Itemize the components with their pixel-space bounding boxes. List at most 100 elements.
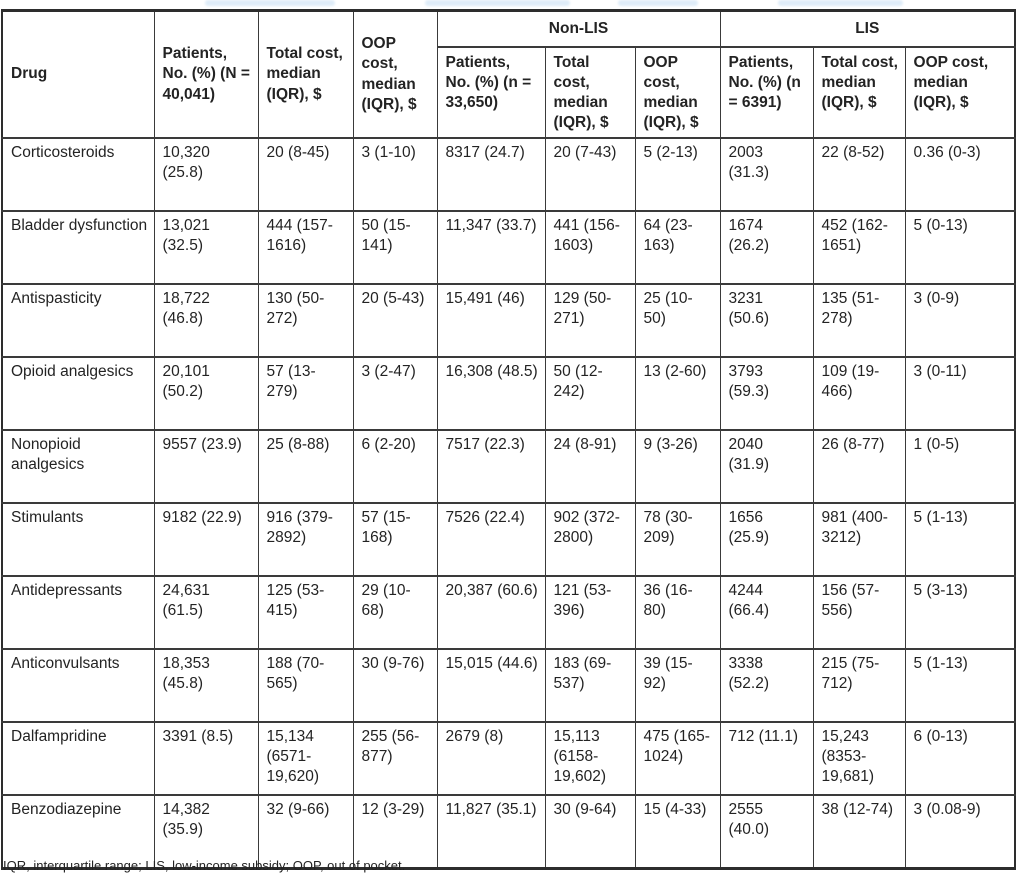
value-cell: 3338 (52.2) <box>719 648 814 723</box>
value-cell: 9557 (23.9) <box>153 429 258 504</box>
value-cell: 7517 (22.3) <box>436 429 545 504</box>
value-cell: 444 (157-1616) <box>257 210 353 285</box>
value-cell: 3 (0-9) <box>904 283 1016 358</box>
value-cell: 57 (15-168) <box>352 502 437 577</box>
value-cell: 15 (4-33) <box>634 794 721 869</box>
value-cell: 7526 (22.4) <box>436 502 545 577</box>
col-header-oop-cost-non-lis: OOP cost, median (IQR), $ <box>634 45 721 139</box>
value-cell: 25 (10-50) <box>634 283 721 358</box>
col-group-lis: LIS <box>719 10 1016 47</box>
highlight-artifact <box>425 0 570 6</box>
col-header-patients-non-lis: Patients, No. (%) (n = 33,650) <box>436 45 545 139</box>
table-footnote: IQR, interquartile range; LIS, low-incom… <box>3 858 406 873</box>
drug-name-cell: Nonopioid analgesics <box>1 429 154 504</box>
value-cell: 121 (53-396) <box>544 575 635 650</box>
col-header-oop-cost-lis: OOP cost, median (IQR), $ <box>904 45 1016 139</box>
value-cell: 10,320 (25.8) <box>153 137 258 212</box>
value-cell: 12 (3-29) <box>352 794 437 869</box>
table-row: Dalfampridine 3391 (8.5) 15,134 (6571-19,6… <box>1 721 1016 796</box>
value-cell: 5 (2-13) <box>634 137 721 212</box>
value-cell: 6 (0-13) <box>904 721 1016 796</box>
value-cell: 18,353 (45.8) <box>153 648 258 723</box>
value-cell: 3 (1-10) <box>352 137 437 212</box>
drug-name-cell: Stimulants <box>1 502 154 577</box>
table-row: Antidepressants 24,631 (61.5) 125 (53-415)… <box>1 575 1016 650</box>
table-row: Opioid analgesics 20,101 (50.2) 57 (13-279… <box>1 356 1016 431</box>
table-header: Drug Patients, No. (%) (N = 40,041) Tota… <box>1 10 1016 139</box>
value-cell: 29 (10-68) <box>352 575 437 650</box>
table-row: Antispasticity 18,722 (46.8) 130 (50-272) 2… <box>1 283 1016 358</box>
header-group-row: Drug Patients, No. (%) (N = 40,041) Tota… <box>1 10 1016 139</box>
value-cell: 188 (70-565) <box>257 648 353 723</box>
col-header-drug: Drug <box>1 10 154 139</box>
value-cell: 130 (50-272) <box>257 283 353 358</box>
value-cell: 156 (57-556) <box>812 575 906 650</box>
value-cell: 452 (162-1651) <box>812 210 906 285</box>
col-header-oop-cost-all: OOP cost, median (IQR), $ <box>352 10 437 139</box>
value-cell: 26 (8-77) <box>812 429 906 504</box>
value-cell: 25 (8-88) <box>257 429 353 504</box>
drug-name-cell: Antispasticity <box>1 283 154 358</box>
table-row: Anticonvulsants 18,353 (45.8) 188 (70-565)… <box>1 648 1016 723</box>
value-cell: 20 (8-45) <box>257 137 353 212</box>
col-group-non-lis: Non-LIS <box>436 10 721 47</box>
value-cell: 15,015 (44.6) <box>436 648 545 723</box>
value-cell: 13 (2-60) <box>634 356 721 431</box>
value-cell: 441 (156-1603) <box>544 210 635 285</box>
value-cell: 981 (400-3212) <box>812 502 906 577</box>
col-header-total-cost-non-lis: Total cost, median (IQR), $ <box>544 45 635 139</box>
drug-name-cell: Opioid analgesics <box>1 356 154 431</box>
table-row: Benzodiazepine 14,382 (35.9) 32 (9-66) 12 (… <box>1 794 1016 869</box>
value-cell: 6 (2-20) <box>352 429 437 504</box>
value-cell: 14,382 (35.9) <box>153 794 258 869</box>
value-cell: 39 (15-92) <box>634 648 721 723</box>
value-cell: 50 (12-242) <box>544 356 635 431</box>
drug-name-cell: Antidepressants <box>1 575 154 650</box>
value-cell: 1 (0-5) <box>904 429 1016 504</box>
value-cell: 255 (56-877) <box>352 721 437 796</box>
value-cell: 183 (69-537) <box>544 648 635 723</box>
value-cell: 9 (3-26) <box>634 429 721 504</box>
col-header-total-cost-lis: Total cost, median (IQR), $ <box>812 45 906 139</box>
value-cell: 215 (75-712) <box>812 648 906 723</box>
value-cell: 3 (0-11) <box>904 356 1016 431</box>
value-cell: 4244 (66.4) <box>719 575 814 650</box>
drug-name-cell: Bladder dysfunction <box>1 210 154 285</box>
table-row: Bladder dysfunction 13,021 (32.5) 444 (157… <box>1 210 1016 285</box>
table-row: Nonopioid analgesics 9557 (23.9) 25 (8-88)… <box>1 429 1016 504</box>
value-cell: 5 (0-13) <box>904 210 1016 285</box>
value-cell: 15,243 (8353-19,681) <box>812 721 906 796</box>
value-cell: 9182 (22.9) <box>153 502 258 577</box>
value-cell: 15,134 (6571-19,620) <box>257 721 353 796</box>
value-cell: 902 (372-2800) <box>544 502 635 577</box>
value-cell: 2679 (8) <box>436 721 545 796</box>
header-sub-row: Patients, No. (%) (n = 33,650) Total cos… <box>2 45 1016 139</box>
value-cell: 18,722 (46.8) <box>153 283 258 358</box>
drug-name-cell: Anticonvulsants <box>1 648 154 723</box>
value-cell: 30 (9-64) <box>544 794 635 869</box>
highlight-artifact <box>618 0 698 6</box>
value-cell: 8317 (24.7) <box>436 137 545 212</box>
value-cell: 5 (1-13) <box>904 502 1016 577</box>
value-cell: 109 (19-466) <box>812 356 906 431</box>
value-cell: 20 (7-43) <box>544 137 635 212</box>
col-header-total-cost-all: Total cost, median (IQR), $ <box>257 10 353 139</box>
value-cell: 20,101 (50.2) <box>153 356 258 431</box>
value-cell: 15,113 (6158-19,602) <box>544 721 635 796</box>
value-cell: 78 (30-209) <box>634 502 721 577</box>
value-cell: 475 (165-1024) <box>634 721 721 796</box>
value-cell: 38 (12-74) <box>812 794 906 869</box>
value-cell: 129 (50-271) <box>544 283 635 358</box>
value-cell: 20 (5-43) <box>352 283 437 358</box>
value-cell: 5 (1-13) <box>904 648 1016 723</box>
value-cell: 2003 (31.3) <box>719 137 814 212</box>
value-cell: 135 (51-278) <box>812 283 906 358</box>
value-cell: 13,021 (32.5) <box>153 210 258 285</box>
drug-cost-table: Drug Patients, No. (%) (N = 40,041) Tota… <box>1 9 1017 870</box>
value-cell: 15,491 (46) <box>436 283 545 358</box>
value-cell: 36 (16-80) <box>634 575 721 650</box>
value-cell: 916 (379-2892) <box>257 502 353 577</box>
col-header-patients-lis: Patients, No. (%) (n = 6391) <box>719 45 814 139</box>
value-cell: 3793 (59.3) <box>719 356 814 431</box>
value-cell: 712 (11.1) <box>719 721 814 796</box>
